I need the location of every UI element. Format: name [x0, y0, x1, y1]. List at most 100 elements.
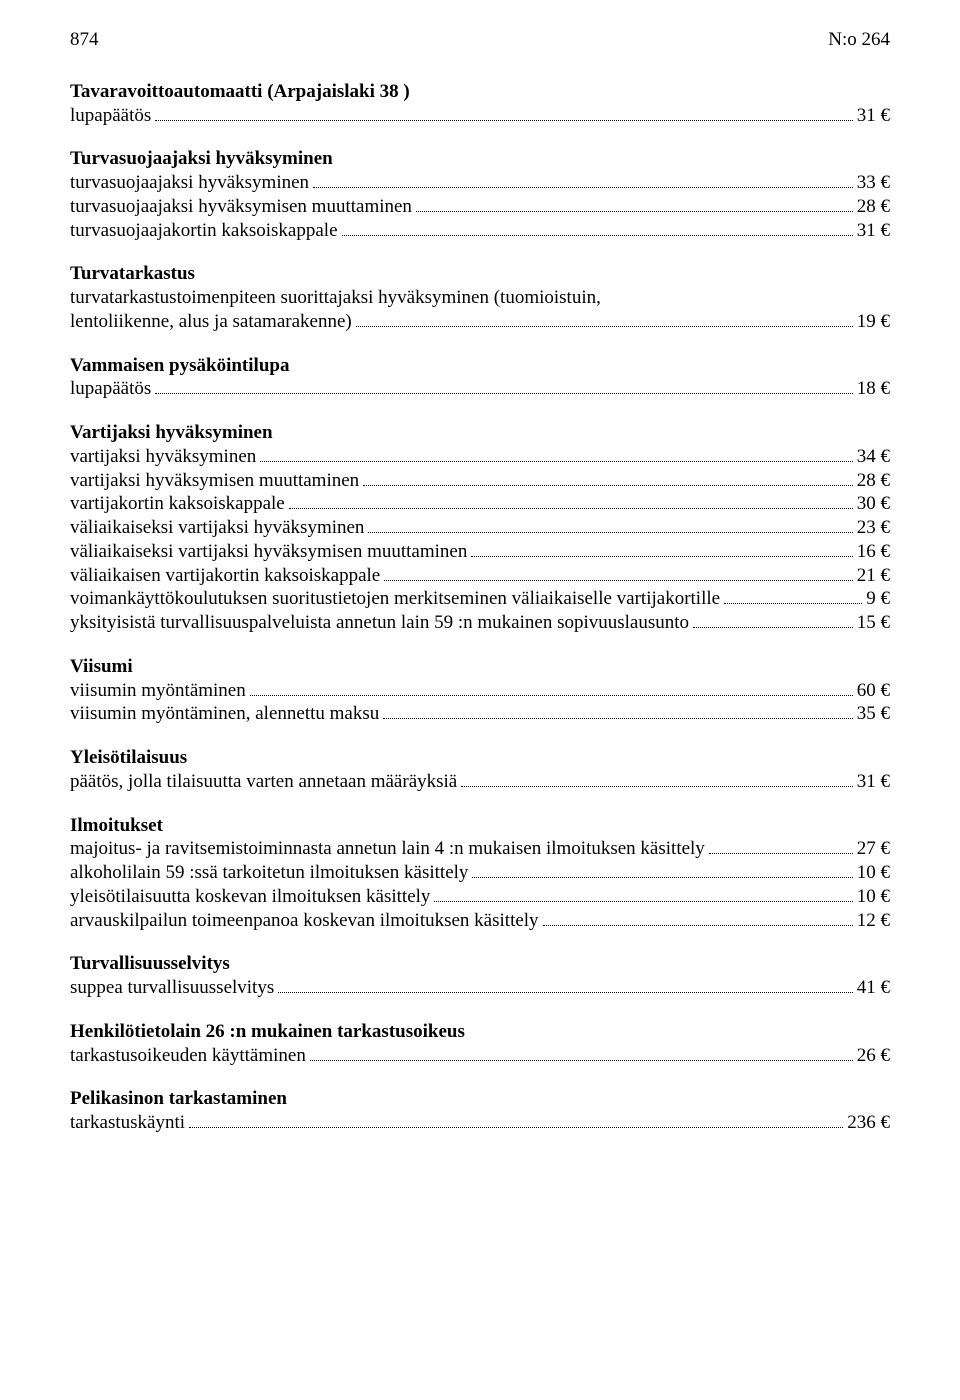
price-entry: vartijakortin kaksoiskappale 30 €: [70, 492, 890, 516]
entry-price: 28 €: [857, 195, 890, 219]
entry-price: 31 €: [857, 104, 890, 128]
section-title: Henkilötietolain 26 :n mukainen tarkastu…: [70, 1020, 890, 1044]
entry-label: tarkastusoikeuden käyttäminen: [70, 1044, 306, 1068]
entry-price: 9 €: [866, 587, 890, 611]
entry-price: 35 €: [857, 702, 890, 726]
entry-price: 10 €: [857, 885, 890, 909]
entry-label: majoitus- ja ravitsemistoiminnasta annet…: [70, 837, 705, 861]
price-entry: lupapäätös 18 €: [70, 377, 890, 401]
entry-price: 19 €: [857, 310, 890, 334]
entry-label: arvauskilpailun toimeenpanoa koskevan il…: [70, 909, 539, 933]
section: Tavaravoittoautomaatti (Arpajaislaki 38 …: [70, 80, 890, 128]
price-entry: vartijaksi hyväksymisen muuttaminen 28 €: [70, 469, 890, 493]
entry-price: 27 €: [857, 837, 890, 861]
leader-dots: [289, 496, 853, 509]
entry-price: 26 €: [857, 1044, 890, 1068]
price-entry: viisumin myöntäminen, alennettu maksu 35…: [70, 702, 890, 726]
entry-label: väliaikaisen vartijakortin kaksoiskappal…: [70, 564, 380, 588]
leader-dots: [416, 198, 853, 211]
leader-dots: [313, 175, 853, 188]
section-title: Vammaisen pysäköintilupa: [70, 354, 890, 378]
entry-label: lupapäätös: [70, 377, 151, 401]
page-number-right: N:o 264: [828, 28, 890, 52]
leader-dots: [693, 615, 853, 628]
price-entry: väliaikaiseksi vartijaksi hyväksyminen 2…: [70, 516, 890, 540]
leader-dots: [724, 591, 862, 604]
page-header: 874 N:o 264: [70, 28, 890, 52]
section: Ilmoituksetmajoitus- ja ravitsemistoimin…: [70, 814, 890, 933]
leader-dots: [434, 888, 852, 901]
leader-dots: [461, 773, 853, 786]
price-entry: turvasuojaajakortin kaksoiskappale 31 €: [70, 219, 890, 243]
leader-dots: [278, 980, 853, 993]
entry-price: 60 €: [857, 679, 890, 703]
entry-price: 236 €: [847, 1111, 890, 1135]
entry-price: 12 €: [857, 909, 890, 933]
page-number-left: 874: [70, 28, 99, 52]
price-entry: yleisötilaisuutta koskevan ilmoituksen k…: [70, 885, 890, 909]
price-entry: väliaikaisen vartijakortin kaksoiskappal…: [70, 564, 890, 588]
leader-dots: [543, 912, 853, 925]
section-title: Yleisötilaisuus: [70, 746, 890, 770]
section-title: Turvasuojaajaksi hyväksyminen: [70, 147, 890, 171]
leader-dots: [356, 313, 853, 326]
leader-dots: [368, 520, 852, 533]
leader-dots: [472, 865, 852, 878]
leader-dots: [189, 1115, 843, 1128]
entry-price: 31 €: [857, 219, 890, 243]
leader-dots: [310, 1047, 853, 1060]
leader-dots: [363, 472, 853, 485]
price-entry: väliaikaiseksi vartijaksi hyväksymisen m…: [70, 540, 890, 564]
entry-price: 15 €: [857, 611, 890, 635]
entry-label: vartijaksi hyväksyminen: [70, 445, 256, 469]
leader-dots: [383, 706, 853, 719]
entry-label: turvasuojaajaksi hyväksyminen: [70, 171, 309, 195]
section: Vammaisen pysäköintilupalupapäätös 18 €: [70, 354, 890, 402]
entry-price: 28 €: [857, 469, 890, 493]
section-title: Tavaravoittoautomaatti (Arpajaislaki 38 …: [70, 80, 890, 104]
section-title: Turvatarkastus: [70, 262, 890, 286]
entry-price: 23 €: [857, 516, 890, 540]
price-entry: yksityisistä turvallisuuspalveluista ann…: [70, 611, 890, 635]
entry-price: 30 €: [857, 492, 890, 516]
entry-price: 31 €: [857, 770, 890, 794]
entry-label: vartijakortin kaksoiskappale: [70, 492, 285, 516]
price-entry: lentoliikenne, alus ja satamarakenne) 19…: [70, 310, 890, 334]
section: Henkilötietolain 26 :n mukainen tarkastu…: [70, 1020, 890, 1068]
entry-label: voimankäyttökoulutuksen suoritustietojen…: [70, 587, 720, 611]
section: Pelikasinon tarkastaminentarkastuskäynti…: [70, 1087, 890, 1135]
entry-label: viisumin myöntäminen, alennettu maksu: [70, 702, 379, 726]
section: Turvasuojaajaksi hyväksyminenturvasuojaa…: [70, 147, 890, 242]
entry-price: 18 €: [857, 377, 890, 401]
leader-dots: [260, 448, 852, 461]
entry-label: suppea turvallisuusselvitys: [70, 976, 274, 1000]
section-title: Pelikasinon tarkastaminen: [70, 1087, 890, 1111]
entry-price: 21 €: [857, 564, 890, 588]
entry-wrap-line: turvatarkastustoimenpiteen suorittajaksi…: [70, 286, 890, 310]
price-entry: voimankäyttökoulutuksen suoritustietojen…: [70, 587, 890, 611]
leader-dots: [471, 543, 852, 556]
leader-dots: [250, 682, 853, 695]
entry-label: viisumin myöntäminen: [70, 679, 246, 703]
section: Vartijaksi hyväksyminenvartijaksi hyväks…: [70, 421, 890, 635]
entry-label: tarkastuskäynti: [70, 1111, 185, 1135]
price-entry: alkoholilain 59 :ssä tarkoitetun ilmoitu…: [70, 861, 890, 885]
price-entry: lupapäätös 31 €: [70, 104, 890, 128]
entry-price: 10 €: [857, 861, 890, 885]
price-entry: turvasuojaajaksi hyväksymisen muuttamine…: [70, 195, 890, 219]
entry-label: väliaikaiseksi vartijaksi hyväksyminen: [70, 516, 364, 540]
price-entry: turvasuojaajaksi hyväksyminen 33 €: [70, 171, 890, 195]
section: Viisumiviisumin myöntäminen 60 €viisumin…: [70, 655, 890, 726]
entry-price: 16 €: [857, 540, 890, 564]
entry-label: vartijaksi hyväksymisen muuttaminen: [70, 469, 359, 493]
entry-label: alkoholilain 59 :ssä tarkoitetun ilmoitu…: [70, 861, 468, 885]
section-title: Turvallisuusselvitys: [70, 952, 890, 976]
document-body: Tavaravoittoautomaatti (Arpajaislaki 38 …: [70, 80, 890, 1135]
entry-price: 41 €: [857, 976, 890, 1000]
price-entry: suppea turvallisuusselvitys 41 €: [70, 976, 890, 1000]
entry-label: väliaikaiseksi vartijaksi hyväksymisen m…: [70, 540, 467, 564]
entry-label: turvasuojaajakortin kaksoiskappale: [70, 219, 338, 243]
entry-label: yleisötilaisuutta koskevan ilmoituksen k…: [70, 885, 430, 909]
entry-label: lentoliikenne, alus ja satamarakenne): [70, 310, 352, 334]
leader-dots: [384, 567, 853, 580]
